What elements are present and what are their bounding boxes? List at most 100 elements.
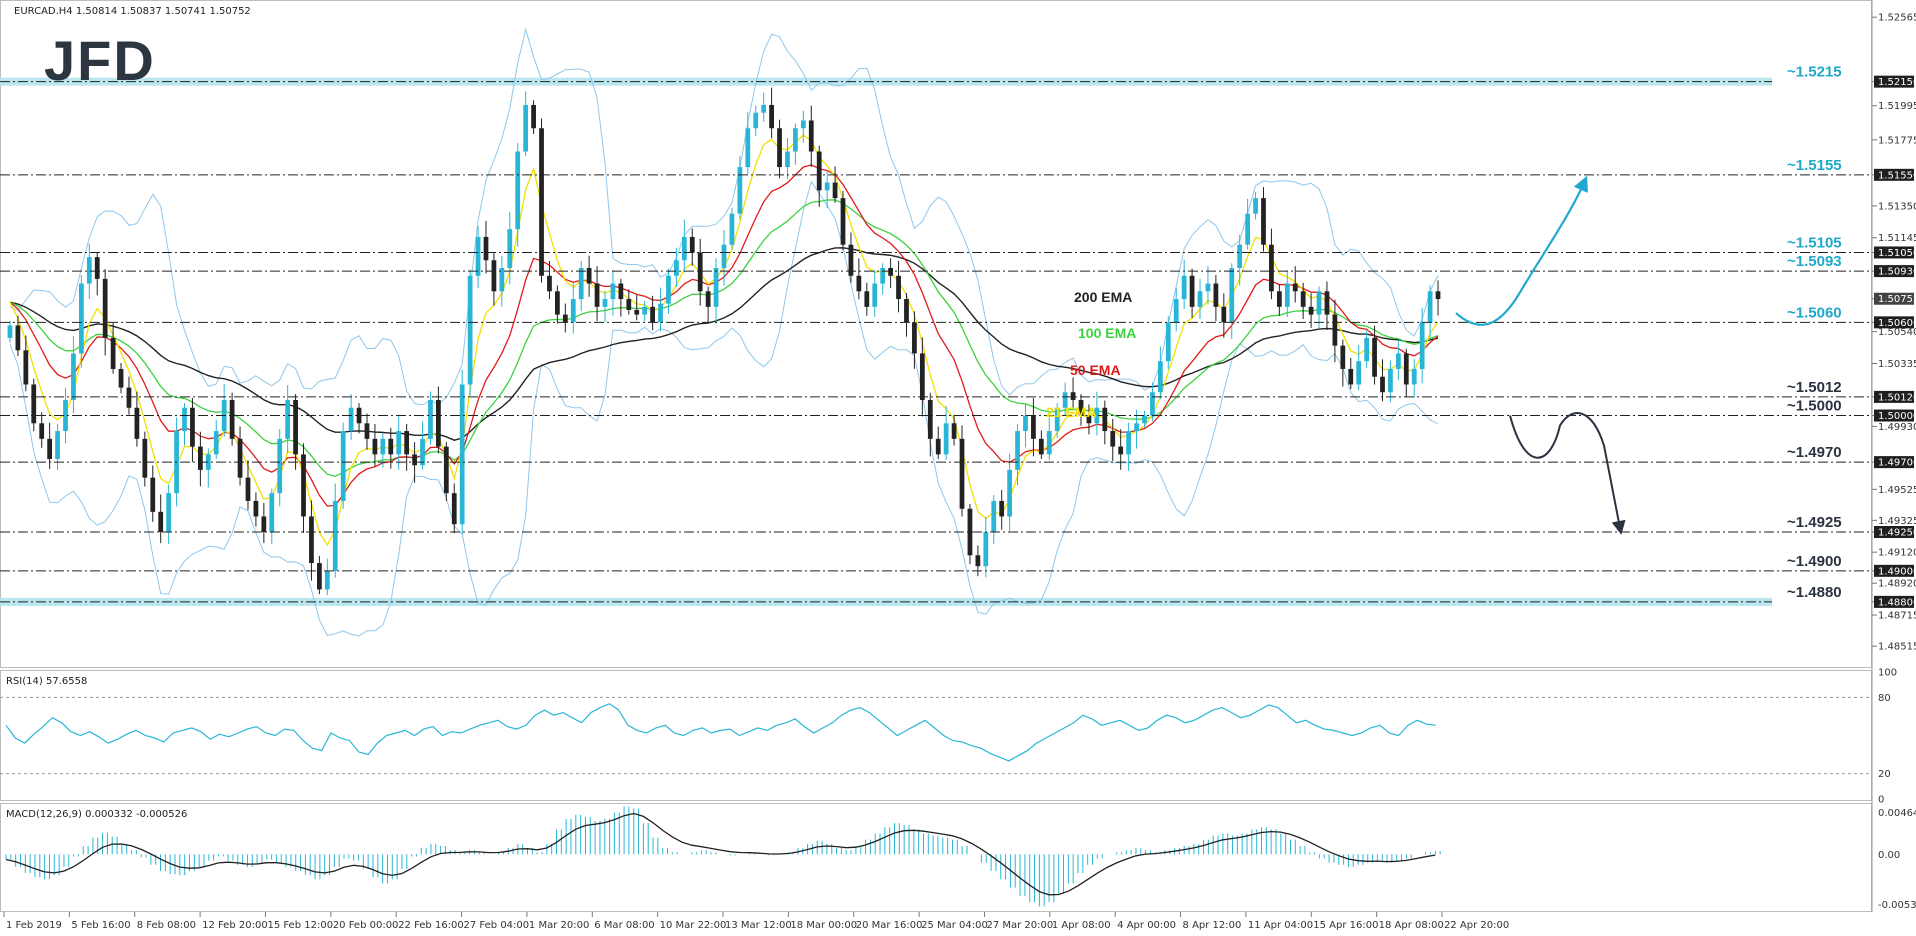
candle bbox=[1261, 187, 1266, 252]
candle-body bbox=[380, 438, 386, 455]
candle-body bbox=[515, 151, 521, 230]
candle bbox=[71, 336, 76, 414]
macd-tick-label: 0.00 bbox=[1878, 850, 1900, 861]
candle-body bbox=[404, 431, 410, 455]
candle-body bbox=[634, 309, 640, 315]
candle bbox=[570, 282, 576, 334]
candle bbox=[912, 311, 917, 369]
candle bbox=[856, 258, 862, 300]
candle bbox=[1237, 234, 1243, 286]
candle bbox=[324, 558, 330, 596]
candle-body bbox=[1110, 431, 1116, 447]
candle-body bbox=[1308, 306, 1314, 315]
candle bbox=[1372, 325, 1377, 385]
candle-body bbox=[94, 257, 100, 279]
candle-body bbox=[213, 431, 219, 455]
candle-body bbox=[1324, 291, 1330, 315]
candle bbox=[1356, 345, 1362, 391]
candle-body bbox=[983, 532, 989, 567]
candle bbox=[634, 295, 640, 321]
candle bbox=[1038, 430, 1044, 460]
candle-body bbox=[1340, 345, 1346, 369]
candle bbox=[602, 290, 608, 323]
candle bbox=[436, 386, 441, 454]
candle-body bbox=[483, 236, 489, 261]
candle-body bbox=[1173, 299, 1179, 323]
candle-body bbox=[356, 407, 362, 424]
level-label-15215: ~1.5215 bbox=[1787, 64, 1842, 81]
candle-body bbox=[658, 303, 663, 323]
price-axis-ticks: 1.52565 1.52150 1.51995 1.51775 1.51550 1.513… bbox=[1872, 13, 1916, 653]
candle-body bbox=[674, 260, 679, 276]
date-axis-ticks: 1 Feb 2019 5 Feb 16:00 8 Feb 08:00 12 Feb 2… bbox=[3, 912, 1509, 931]
candle-body bbox=[864, 291, 870, 307]
ema-label-200: 200 EMA bbox=[1074, 289, 1132, 305]
candle bbox=[1023, 403, 1028, 448]
candle bbox=[340, 422, 346, 509]
candle-body bbox=[967, 508, 973, 556]
candle-body bbox=[1031, 415, 1036, 439]
candle bbox=[975, 545, 981, 577]
candle bbox=[499, 255, 505, 307]
candle bbox=[999, 489, 1005, 530]
candle bbox=[475, 225, 481, 288]
candle-body bbox=[523, 104, 529, 152]
ema-labels-layer: 200 EMA 100 EMA 50 EMA 21 EMA bbox=[1046, 289, 1136, 420]
candle bbox=[182, 403, 187, 446]
level-label-14970: ~1.4970 bbox=[1787, 444, 1842, 461]
candle-body bbox=[697, 252, 703, 292]
candle-body bbox=[451, 493, 457, 525]
candle bbox=[547, 260, 552, 300]
candles-layer bbox=[7, 87, 1441, 596]
candle bbox=[1173, 288, 1179, 332]
candle-body bbox=[332, 500, 338, 571]
candle bbox=[348, 394, 354, 441]
candle-body bbox=[1046, 431, 1052, 455]
price-tag-bg bbox=[1874, 564, 1914, 577]
rsi-title: RSI(14) 57.6558 bbox=[6, 676, 87, 687]
price-tag-label: 1.49700 bbox=[1878, 458, 1916, 469]
candle bbox=[689, 228, 695, 266]
candle-body bbox=[594, 283, 600, 307]
price-tick-label: 1.52565 bbox=[1878, 13, 1916, 24]
rsi-tick-label: 100 bbox=[1878, 668, 1897, 679]
candle-body bbox=[1245, 213, 1251, 245]
candle bbox=[777, 119, 782, 179]
level-label-15093: ~1.5093 bbox=[1787, 253, 1842, 270]
candle-body bbox=[1427, 291, 1433, 323]
price-tag-bg bbox=[1874, 75, 1914, 88]
candle-body bbox=[999, 500, 1005, 517]
candle-body bbox=[23, 350, 29, 385]
candle bbox=[1086, 404, 1092, 435]
candle-body bbox=[78, 283, 84, 354]
date-tick-label: 6 Mar 08:00 bbox=[594, 920, 654, 931]
candle-body bbox=[197, 446, 203, 470]
candle bbox=[927, 392, 933, 457]
candle bbox=[451, 483, 457, 534]
level-label-15105: ~1.5105 bbox=[1787, 234, 1842, 251]
candle bbox=[1276, 284, 1282, 316]
candle-body bbox=[1229, 268, 1235, 323]
candle bbox=[705, 286, 711, 323]
candle-body bbox=[253, 500, 259, 517]
candle-body bbox=[888, 268, 893, 276]
candle bbox=[1411, 359, 1417, 398]
price-tag-bg bbox=[1874, 456, 1914, 469]
down-scenario-arrow bbox=[1509, 411, 1626, 535]
candle-body bbox=[586, 268, 592, 284]
candle bbox=[126, 376, 132, 415]
price-tag-label: 1.50000 bbox=[1878, 411, 1916, 422]
candle-body bbox=[324, 570, 330, 590]
macd-title: MACD(12,26,9) 0.000332 -0.000526 bbox=[6, 809, 187, 820]
candle bbox=[443, 441, 449, 502]
candle bbox=[39, 412, 45, 448]
candle-body bbox=[301, 454, 306, 517]
candle-body bbox=[539, 128, 544, 276]
date-tick-label: 11 Apr 04:00 bbox=[1248, 920, 1313, 931]
macd-layer: 0.004644 0.00 -0.005349 bbox=[5, 806, 1916, 911]
price-panel-frame bbox=[0, 0, 1872, 668]
candle bbox=[63, 387, 68, 444]
price-tag-label: 1.48800 bbox=[1878, 597, 1916, 608]
level-label-15000: ~1.5000 bbox=[1787, 398, 1842, 415]
